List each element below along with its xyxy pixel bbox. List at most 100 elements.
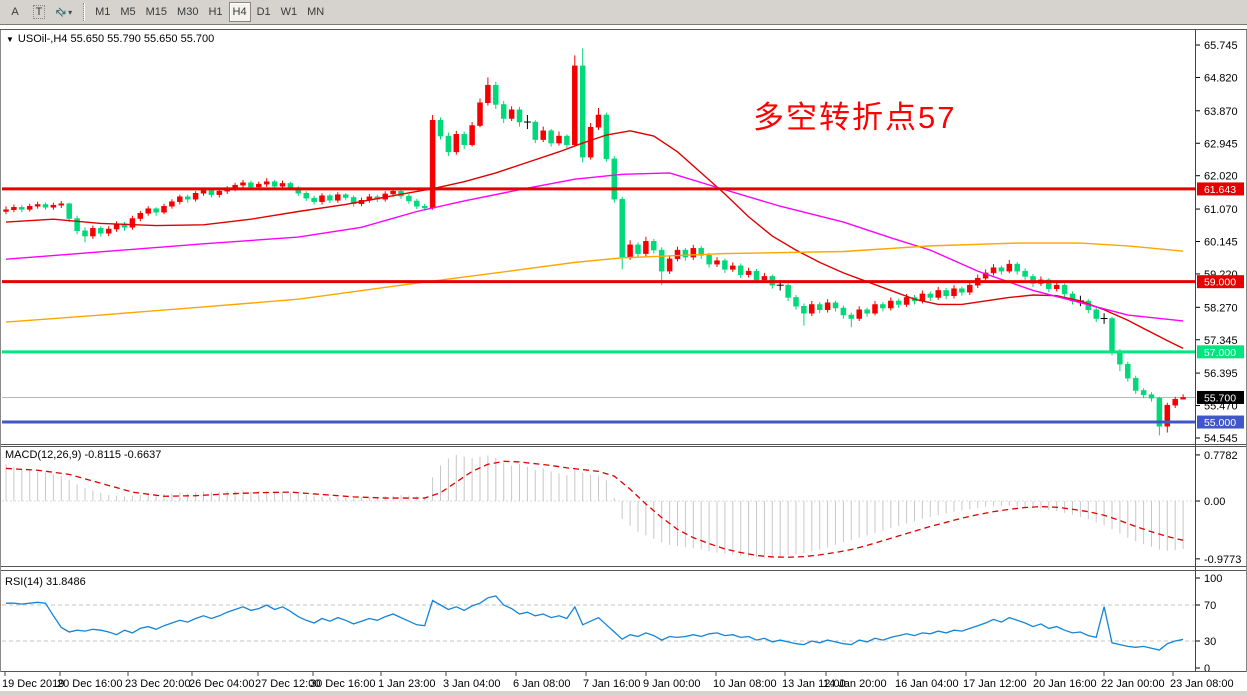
- candle-body: [848, 314, 855, 319]
- candle-body: [587, 127, 594, 158]
- timeframe-button-h1[interactable]: H1: [204, 2, 226, 22]
- candle-body: [880, 304, 886, 309]
- candle-body: [485, 84, 491, 103]
- symbol-ohlc-title: USOil-,H4 55.650 55.790 55.650 55.700: [17, 33, 215, 45]
- candle-body: [1125, 363, 1131, 379]
- candle-body: [311, 197, 317, 202]
- candle-body: [935, 290, 941, 298]
- candle-body: [50, 204, 57, 208]
- candle-body: [216, 190, 223, 195]
- candle-body: [611, 158, 618, 200]
- text-tool-icon: T: [32, 5, 46, 19]
- candle-body: [406, 195, 412, 202]
- candle-body: [477, 102, 483, 126]
- candle-body: [200, 190, 207, 194]
- macd-pane[interactable]: 0.7782 0.00 -0.9773: [2, 450, 1241, 566]
- time-tick-label: 27 Dec 12:00: [255, 678, 320, 690]
- candle-body: [26, 205, 33, 210]
- price-tick-label: 54.545: [1204, 433, 1238, 445]
- candle-body: [540, 130, 546, 140]
- time-tick-label: 9 Jan 00:00: [643, 678, 701, 690]
- candle-body: [327, 195, 333, 201]
- candle-body: [516, 109, 523, 123]
- chart-header[interactable]: ▼ USOil-,H4 55.650 55.790 55.650 55.700: [6, 33, 214, 45]
- price-badge: [1197, 415, 1244, 429]
- rsi-axis-label: 30: [1204, 636, 1216, 648]
- crosshair-tool-button[interactable]: ⇄ ▾: [52, 2, 76, 22]
- candle-body: [943, 290, 949, 296]
- candle-body: [240, 182, 246, 186]
- price-axis[interactable]: 65.745 64.820 63.870 62.945 62.020 61.070 60.1…: [1196, 30, 1247, 672]
- candle-body: [532, 121, 539, 140]
- candle-body: [461, 134, 467, 146]
- candle-body: [690, 248, 697, 258]
- time-tick-label: 7 Jan 16:00: [583, 678, 641, 690]
- rsi-pane[interactable]: 100 70 30 0: [2, 573, 1222, 675]
- candle-body: [816, 304, 823, 310]
- candle-body: [145, 208, 151, 214]
- candle-body: [1140, 390, 1147, 395]
- timeframe-group: M1 M5 M15 M30 H1 H4 D1 W1 MN: [90, 2, 329, 22]
- candle-body: [1022, 270, 1028, 277]
- timeframe-button-w1[interactable]: W1: [277, 2, 302, 22]
- candle-body: [990, 267, 997, 274]
- candle-body: [1030, 276, 1036, 284]
- candle-body: [967, 284, 973, 293]
- candle-body: [856, 309, 862, 319]
- candle-body: [714, 260, 720, 265]
- candle-body: [548, 130, 554, 144]
- main-pane[interactable]: [2, 48, 1195, 436]
- candle-body: [801, 305, 807, 314]
- candle-body: [271, 181, 278, 187]
- time-tick-label: 19 Dec 2019: [2, 678, 64, 690]
- candle-body: [658, 249, 665, 272]
- toolbar: A T ⇄ ▾ M1 M5 M15 M30 H1 H4 D1 W1 MN: [0, 0, 1247, 25]
- time-tick-label: 30 Dec 16:00: [310, 678, 375, 690]
- candle-body: [1014, 263, 1020, 272]
- candle-body: [493, 84, 499, 105]
- candle-body: [619, 198, 625, 258]
- candle-body: [169, 201, 175, 207]
- candle-body: [90, 228, 96, 237]
- candle-body: [903, 297, 910, 305]
- time-tick-label: 6 Jan 08:00: [513, 678, 571, 690]
- arrow-tool-button[interactable]: A: [4, 2, 26, 22]
- timeframe-button-m15[interactable]: M15: [142, 2, 171, 22]
- candle-body: [651, 241, 657, 251]
- price-tick-label: 62.020: [1204, 171, 1238, 183]
- candle-body: [998, 267, 1005, 272]
- candle-body: [445, 135, 452, 153]
- chevron-down-icon: ▾: [68, 7, 73, 17]
- candle-body: [682, 249, 689, 258]
- time-tick-label: 17 Jan 12:00: [963, 678, 1027, 690]
- candle-body: [1061, 284, 1068, 295]
- candle-body: [1164, 404, 1171, 427]
- candle-body: [58, 203, 65, 206]
- symbol-dropdown-icon[interactable]: ▼: [6, 34, 14, 44]
- rsi-axis-label: 0: [1204, 663, 1210, 675]
- candle-body: [437, 120, 444, 137]
- timeframe-button-m5[interactable]: M5: [116, 2, 139, 22]
- candle-body: [3, 209, 9, 212]
- price-badge: [1197, 275, 1244, 289]
- timeframe-button-h4[interactable]: H4: [228, 2, 251, 22]
- price-badge-label: 57.000: [1204, 347, 1236, 359]
- time-tick-label: 20 Jan 16:00: [1033, 678, 1097, 690]
- candle-body: [564, 135, 570, 146]
- candle-body: [737, 265, 744, 275]
- price-tick-label: 61.070: [1204, 204, 1238, 216]
- timeframe-button-mn[interactable]: MN: [303, 2, 328, 22]
- timeframe-button-m1[interactable]: M1: [91, 2, 114, 22]
- timeframe-button-m30[interactable]: M30: [173, 2, 202, 22]
- candle-body: [390, 190, 396, 195]
- candle-body: [34, 204, 41, 207]
- candle-body: [98, 228, 104, 234]
- macd-label: MACD(12,26,9) -0.8115 -0.6637: [5, 449, 162, 461]
- candle-body: [840, 307, 847, 316]
- timeframe-button-d1[interactable]: D1: [253, 2, 275, 22]
- text-tool-button[interactable]: T: [28, 2, 50, 22]
- time-tick-label: 10 Jan 08:00: [713, 678, 777, 690]
- price-tick-label: 64.820: [1204, 72, 1238, 84]
